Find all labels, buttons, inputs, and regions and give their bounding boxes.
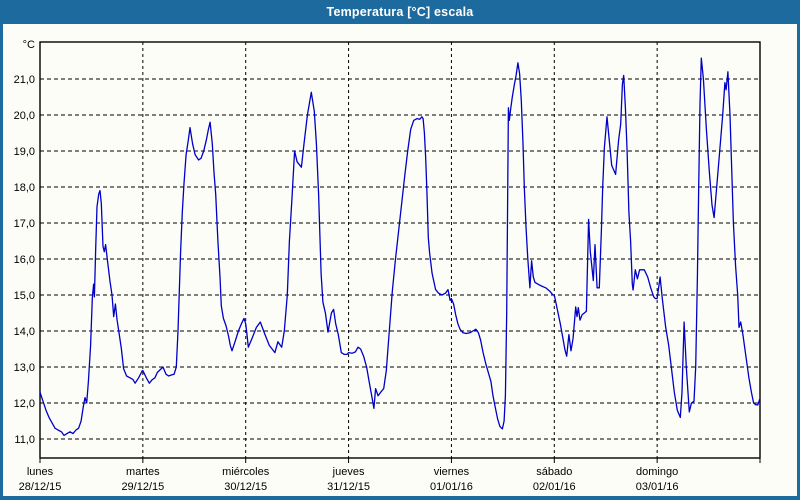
- title-bar[interactable]: Temperatura [°C] escala: [0, 0, 800, 24]
- x-axis-day-label: lunes: [27, 466, 54, 478]
- y-axis-tick-label: 19,0: [14, 146, 35, 158]
- y-axis-tick-label: 21,0: [14, 74, 35, 86]
- x-axis-date-label: 29/12/15: [121, 481, 164, 493]
- x-axis-date-label: 30/12/15: [224, 481, 267, 493]
- y-axis-tick-label: 15,0: [14, 290, 35, 302]
- y-axis-tick-label: 20,0: [14, 110, 35, 122]
- temperature-line: [39, 57, 761, 437]
- chart-area: 21,0 20,0 19,0 18,0 17,0 16,0 15,0 14,0 13,0 12,0…: [3, 24, 797, 496]
- y-axis-tick-label: 16,0: [14, 254, 35, 266]
- x-axis-date-label: 01/01/16: [430, 481, 473, 493]
- plot-border: [39, 41, 761, 459]
- x-axis-day-label: sábado: [536, 466, 572, 478]
- y-axis-tick-label: 18,0: [14, 182, 35, 194]
- x-axis-day-label: jueves: [332, 466, 365, 478]
- window-title: Temperatura [°C] escala: [326, 5, 474, 19]
- x-axis-date-label: 28/12/15: [19, 481, 62, 493]
- x-axis-date-label: 02/01/16: [533, 481, 576, 493]
- x-axis-date-label: 03/01/16: [636, 481, 679, 493]
- x-axis-day-label: domingo: [636, 466, 678, 478]
- temperature-chart-svg: 21,0 20,0 19,0 18,0 17,0 16,0 15,0 14,0 13,0 12,0…: [14, 39, 761, 493]
- y-axis-tick-label: 11,0: [14, 434, 35, 446]
- x-axis-day-label: martes: [126, 466, 160, 478]
- plot-background: [40, 42, 760, 458]
- x-axis-day-label: miércoles: [222, 466, 270, 478]
- x-axis-date-label: 31/12/15: [327, 481, 370, 493]
- x-axis-day-label: viernes: [434, 466, 470, 478]
- y-axis-tick-label: 13,0: [14, 362, 35, 374]
- y-axis-tick-label: 12,0: [14, 398, 35, 410]
- y-axis-tick-label: 17,0: [14, 218, 35, 230]
- y-axis-unit-label: °C: [23, 39, 35, 51]
- y-axis-tick-label: 14,0: [14, 326, 35, 338]
